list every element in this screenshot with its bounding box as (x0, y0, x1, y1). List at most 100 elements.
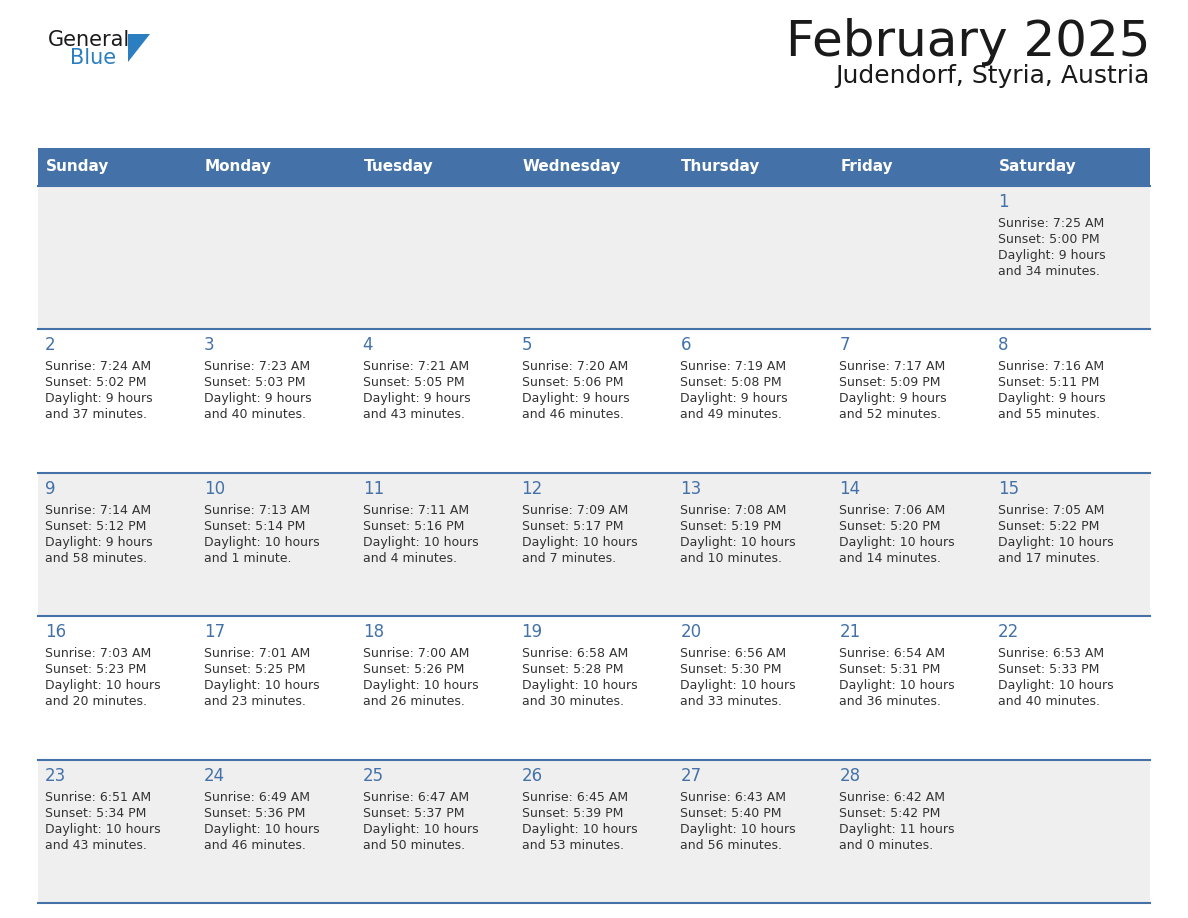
Text: Daylight: 10 hours: Daylight: 10 hours (839, 536, 955, 549)
Text: Daylight: 10 hours: Daylight: 10 hours (45, 823, 160, 835)
Text: Sunset: 5:28 PM: Sunset: 5:28 PM (522, 663, 623, 677)
Text: and 7 minutes.: and 7 minutes. (522, 552, 615, 565)
Text: and 0 minutes.: and 0 minutes. (839, 839, 934, 852)
Text: Judendorf, Styria, Austria: Judendorf, Styria, Austria (835, 64, 1150, 88)
Text: Tuesday: Tuesday (364, 160, 434, 174)
Text: Friday: Friday (840, 160, 893, 174)
Text: Daylight: 10 hours: Daylight: 10 hours (362, 679, 479, 692)
Text: 8: 8 (998, 336, 1009, 354)
Text: Sunday: Sunday (46, 160, 109, 174)
Text: Sunset: 5:06 PM: Sunset: 5:06 PM (522, 376, 623, 389)
Text: Sunset: 5:42 PM: Sunset: 5:42 PM (839, 807, 941, 820)
Text: Sunrise: 7:19 AM: Sunrise: 7:19 AM (681, 361, 786, 374)
Text: 6: 6 (681, 336, 691, 354)
Text: Sunset: 5:05 PM: Sunset: 5:05 PM (362, 376, 465, 389)
Text: Sunrise: 6:42 AM: Sunrise: 6:42 AM (839, 790, 946, 803)
Text: 15: 15 (998, 480, 1019, 498)
Text: 16: 16 (45, 623, 67, 641)
Text: and 33 minutes.: and 33 minutes. (681, 695, 783, 708)
Text: and 40 minutes.: and 40 minutes. (998, 695, 1100, 708)
Text: Sunrise: 7:20 AM: Sunrise: 7:20 AM (522, 361, 627, 374)
Text: Daylight: 10 hours: Daylight: 10 hours (998, 679, 1114, 692)
Text: Sunset: 5:26 PM: Sunset: 5:26 PM (362, 663, 465, 677)
Text: Saturday: Saturday (999, 160, 1076, 174)
Text: Daylight: 9 hours: Daylight: 9 hours (45, 392, 152, 406)
Text: Sunrise: 6:56 AM: Sunrise: 6:56 AM (681, 647, 786, 660)
Text: Sunrise: 6:45 AM: Sunrise: 6:45 AM (522, 790, 627, 803)
Text: Sunrise: 7:01 AM: Sunrise: 7:01 AM (204, 647, 310, 660)
Text: 25: 25 (362, 767, 384, 785)
Text: Sunrise: 6:43 AM: Sunrise: 6:43 AM (681, 790, 786, 803)
Bar (355, 148, 514, 186)
Text: and 30 minutes.: and 30 minutes. (522, 695, 624, 708)
Text: Sunrise: 7:00 AM: Sunrise: 7:00 AM (362, 647, 469, 660)
Text: Sunrise: 7:06 AM: Sunrise: 7:06 AM (839, 504, 946, 517)
Text: and 43 minutes.: and 43 minutes. (45, 839, 147, 852)
Text: and 55 minutes.: and 55 minutes. (998, 409, 1100, 421)
Text: 10: 10 (204, 480, 225, 498)
Bar (38, 759, 1150, 903)
Text: 18: 18 (362, 623, 384, 641)
Text: Sunset: 5:40 PM: Sunset: 5:40 PM (681, 807, 782, 820)
Text: Sunset: 5:22 PM: Sunset: 5:22 PM (998, 520, 1100, 532)
Text: Sunset: 5:20 PM: Sunset: 5:20 PM (839, 520, 941, 532)
Text: Daylight: 10 hours: Daylight: 10 hours (362, 536, 479, 549)
Text: Daylight: 10 hours: Daylight: 10 hours (839, 679, 955, 692)
Text: and 53 minutes.: and 53 minutes. (522, 839, 624, 852)
Text: Daylight: 9 hours: Daylight: 9 hours (998, 392, 1106, 406)
Text: and 46 minutes.: and 46 minutes. (522, 409, 624, 421)
Text: Sunrise: 7:24 AM: Sunrise: 7:24 AM (45, 361, 151, 374)
Text: Daylight: 9 hours: Daylight: 9 hours (522, 392, 630, 406)
Text: Sunrise: 6:53 AM: Sunrise: 6:53 AM (998, 647, 1105, 660)
Text: Daylight: 10 hours: Daylight: 10 hours (522, 536, 637, 549)
Text: Sunset: 5:39 PM: Sunset: 5:39 PM (522, 807, 623, 820)
Text: Daylight: 10 hours: Daylight: 10 hours (681, 823, 796, 835)
Text: Wednesday: Wednesday (523, 160, 621, 174)
Text: Sunset: 5:31 PM: Sunset: 5:31 PM (839, 663, 941, 677)
Text: Sunrise: 7:08 AM: Sunrise: 7:08 AM (681, 504, 786, 517)
Text: Sunset: 5:00 PM: Sunset: 5:00 PM (998, 233, 1100, 246)
Text: February 2025: February 2025 (785, 18, 1150, 66)
Text: Sunset: 5:36 PM: Sunset: 5:36 PM (204, 807, 305, 820)
Text: Sunset: 5:02 PM: Sunset: 5:02 PM (45, 376, 146, 389)
Text: Sunset: 5:17 PM: Sunset: 5:17 PM (522, 520, 623, 532)
Text: Sunrise: 7:17 AM: Sunrise: 7:17 AM (839, 361, 946, 374)
Text: Daylight: 10 hours: Daylight: 10 hours (204, 823, 320, 835)
Text: Sunset: 5:37 PM: Sunset: 5:37 PM (362, 807, 465, 820)
Text: Daylight: 9 hours: Daylight: 9 hours (998, 249, 1106, 262)
Text: Daylight: 10 hours: Daylight: 10 hours (681, 679, 796, 692)
Text: Monday: Monday (204, 160, 272, 174)
Text: 26: 26 (522, 767, 543, 785)
Text: and 56 minutes.: and 56 minutes. (681, 839, 783, 852)
Text: 28: 28 (839, 767, 860, 785)
Bar (197, 148, 355, 186)
Text: Daylight: 10 hours: Daylight: 10 hours (204, 536, 320, 549)
Text: 4: 4 (362, 336, 373, 354)
Text: Sunset: 5:34 PM: Sunset: 5:34 PM (45, 807, 146, 820)
Text: 1: 1 (998, 193, 1009, 211)
Text: Sunrise: 6:54 AM: Sunrise: 6:54 AM (839, 647, 946, 660)
Text: and 58 minutes.: and 58 minutes. (45, 552, 147, 565)
Text: and 36 minutes.: and 36 minutes. (839, 695, 941, 708)
Text: Daylight: 10 hours: Daylight: 10 hours (522, 679, 637, 692)
Bar (38, 148, 197, 186)
Bar (38, 616, 1150, 759)
Text: Sunrise: 6:51 AM: Sunrise: 6:51 AM (45, 790, 151, 803)
Text: and 4 minutes.: and 4 minutes. (362, 552, 456, 565)
Bar (514, 148, 674, 186)
Text: Daylight: 10 hours: Daylight: 10 hours (204, 679, 320, 692)
Text: Sunset: 5:33 PM: Sunset: 5:33 PM (998, 663, 1100, 677)
Text: Daylight: 10 hours: Daylight: 10 hours (522, 823, 637, 835)
Text: 17: 17 (204, 623, 225, 641)
Text: Daylight: 10 hours: Daylight: 10 hours (998, 536, 1114, 549)
Bar (38, 186, 1150, 330)
Text: Daylight: 9 hours: Daylight: 9 hours (204, 392, 311, 406)
Text: Sunset: 5:23 PM: Sunset: 5:23 PM (45, 663, 146, 677)
Text: Sunrise: 7:14 AM: Sunrise: 7:14 AM (45, 504, 151, 517)
Text: Sunrise: 7:23 AM: Sunrise: 7:23 AM (204, 361, 310, 374)
Text: and 26 minutes.: and 26 minutes. (362, 695, 465, 708)
Text: and 10 minutes.: and 10 minutes. (681, 552, 783, 565)
Text: Daylight: 10 hours: Daylight: 10 hours (362, 823, 479, 835)
Text: Daylight: 9 hours: Daylight: 9 hours (45, 536, 152, 549)
Text: Sunset: 5:09 PM: Sunset: 5:09 PM (839, 376, 941, 389)
